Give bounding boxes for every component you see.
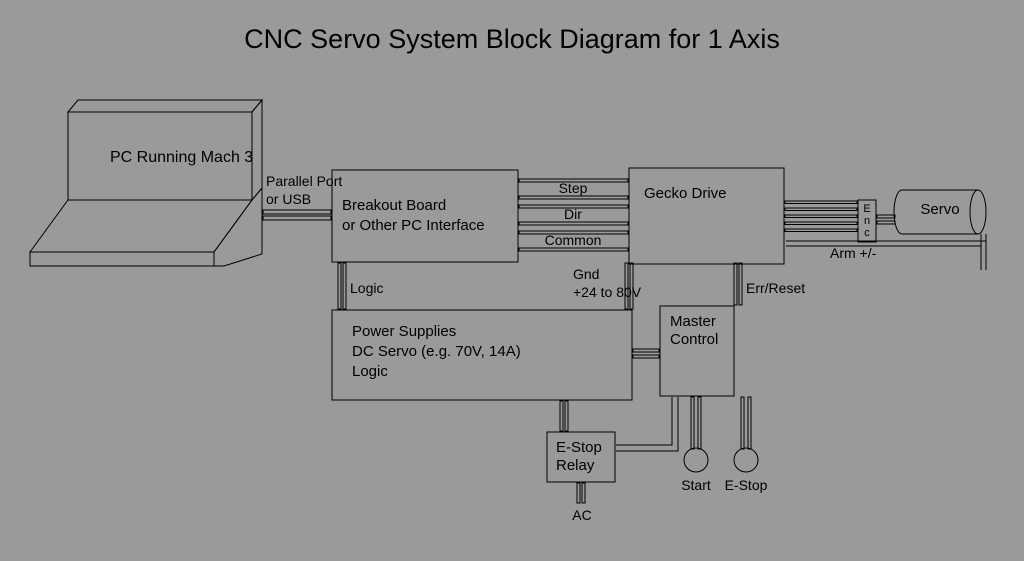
breakout-label-2: or Other PC Interface xyxy=(342,217,485,234)
label-gnd-2: +24 to 80V xyxy=(573,284,642,300)
power-label-2: DC Servo (e.g. 70V, 14A) xyxy=(352,343,521,360)
estop-relay-label-1: E-Stop xyxy=(556,439,602,456)
label-estop: E-Stop xyxy=(725,477,768,493)
encoder-label-1: E xyxy=(863,203,870,215)
label-parallel-2: or USB xyxy=(266,191,311,207)
label-logic: Logic xyxy=(350,280,383,296)
encoder-label-2: n xyxy=(864,215,870,227)
servo-label: Servo xyxy=(920,201,959,218)
gecko-label: Gecko Drive xyxy=(644,185,727,202)
master-label-2: Control xyxy=(670,331,718,348)
breakout-label-1: Breakout Board xyxy=(342,197,446,214)
label-ac: AC xyxy=(572,507,591,523)
diagram-title: CNC Servo System Block Diagram for 1 Axi… xyxy=(244,24,780,54)
label-parallel-1: Parallel Port xyxy=(266,173,342,189)
label-dir: Dir xyxy=(564,206,582,222)
label-common: Common xyxy=(545,232,602,248)
label-step: Step xyxy=(559,180,588,196)
encoder-label-3: c xyxy=(864,227,870,239)
diagram-background xyxy=(0,0,1024,561)
pc-label: PC Running Mach 3 xyxy=(110,149,253,166)
label-errreset: Err/Reset xyxy=(746,280,805,296)
label-arm: Arm +/- xyxy=(830,245,877,261)
power-label-3: Logic xyxy=(352,363,388,380)
estop-relay-label-2: Relay xyxy=(556,457,595,474)
label-start: Start xyxy=(681,477,711,493)
power-label-1: Power Supplies xyxy=(352,323,456,340)
master-label-1: Master xyxy=(670,313,716,330)
label-gnd-1: Gnd xyxy=(573,266,599,282)
